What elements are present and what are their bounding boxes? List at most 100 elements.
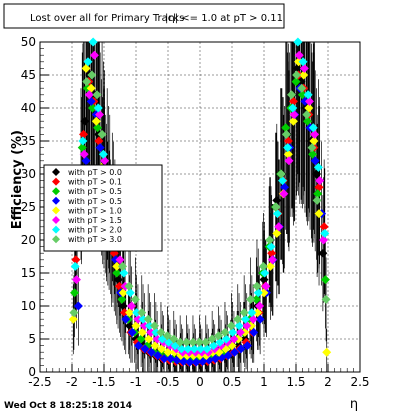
data-point: [94, 136, 104, 146]
data-point: [230, 347, 240, 357]
data-point: [68, 314, 78, 324]
data-point: [259, 275, 269, 285]
data-point: [214, 331, 224, 341]
data-point: [322, 347, 332, 357]
y-tick-label: 0: [28, 365, 36, 379]
data-point: [188, 337, 198, 347]
data-point: [156, 327, 166, 337]
data-point: [299, 63, 309, 73]
x-tick-label: 2: [324, 375, 332, 389]
data-point: [292, 70, 302, 80]
data-point: [318, 248, 328, 258]
data-point: [272, 209, 282, 219]
data-point: [189, 344, 199, 354]
data-point: [113, 275, 123, 285]
data-point: [146, 347, 156, 357]
data-point: [297, 90, 307, 100]
data-point: [182, 337, 192, 347]
title-box: Lost over all for Primary Tracks |η| <= …: [3, 3, 285, 29]
data-point: [210, 354, 220, 364]
data-point: [144, 321, 154, 331]
y-axis-label: Efficiency (%): [10, 130, 25, 229]
data-point: [70, 261, 80, 271]
data-point: [258, 261, 268, 271]
data-point: [303, 116, 313, 126]
data-point: [119, 308, 129, 318]
y-tick-label: 10: [21, 299, 36, 313]
x-tick-label: 0: [196, 375, 204, 389]
data-point: [294, 50, 304, 60]
legend-label: with pT > 0.5: [68, 187, 122, 196]
data-point: [153, 351, 163, 360]
data-point: [138, 314, 148, 324]
data-point: [308, 149, 318, 159]
data-point: [151, 327, 161, 337]
data-point: [185, 357, 195, 367]
data-point: [313, 162, 323, 172]
data-point: [114, 281, 124, 291]
data-point: [223, 351, 233, 360]
data-point: [255, 314, 265, 324]
data-point: [86, 83, 96, 93]
data-point: [163, 347, 173, 357]
data-point: [281, 123, 291, 133]
data-point: [176, 344, 186, 354]
data-point: [298, 57, 308, 67]
data-point: [312, 195, 322, 205]
data-point: [253, 308, 263, 318]
data-point: [283, 136, 293, 146]
data-point: [150, 321, 160, 331]
y-tick-label: 25: [21, 200, 36, 214]
data-point: [288, 103, 298, 113]
data-point: [89, 50, 99, 60]
data-point: [87, 103, 97, 113]
data-point: [125, 321, 135, 331]
x-axis-label: η: [350, 397, 358, 412]
legend-label: with pT > 3.0: [68, 235, 122, 244]
data-point: [292, 63, 302, 73]
data-point: [140, 344, 150, 354]
data-point: [274, 222, 284, 232]
data-point: [267, 248, 277, 258]
data-point: [81, 63, 91, 73]
data-point: [139, 321, 149, 331]
legend-marker: [52, 196, 60, 205]
data-point: [251, 294, 261, 304]
data-point: [249, 327, 259, 337]
data-point: [183, 344, 193, 354]
data-point: [118, 301, 128, 311]
y-tick-label: 50: [21, 35, 36, 49]
data-point: [191, 357, 201, 367]
data-point: [310, 129, 320, 139]
data-point: [253, 288, 263, 298]
data-point: [226, 321, 236, 331]
data-point: [220, 327, 230, 337]
data-point: [97, 129, 107, 139]
data-point: [266, 242, 276, 252]
data-point: [314, 209, 324, 219]
data-point: [133, 314, 143, 324]
data-point: [272, 228, 282, 238]
legend-label: with pT > 0.5: [68, 197, 122, 206]
data-point: [91, 116, 101, 126]
data-point: [296, 77, 306, 87]
data-point: [287, 90, 297, 100]
data-point: [293, 37, 303, 47]
data-point: [121, 314, 131, 324]
data-point: [234, 321, 244, 331]
data-point: [236, 344, 246, 354]
x-tick-label: -2.5: [28, 375, 51, 389]
x-tick-label: 2.5: [350, 375, 369, 389]
y-tick-label: 30: [21, 167, 36, 181]
legend-marker: [52, 216, 60, 224]
x-tick-label: -1: [130, 375, 142, 389]
data-point: [93, 123, 103, 133]
data-point: [86, 96, 96, 106]
data-point: [175, 337, 185, 347]
data-point: [252, 281, 262, 291]
data-point: [150, 341, 160, 351]
data-point: [314, 182, 324, 192]
data-point: [130, 294, 140, 304]
data-point: [215, 337, 225, 347]
